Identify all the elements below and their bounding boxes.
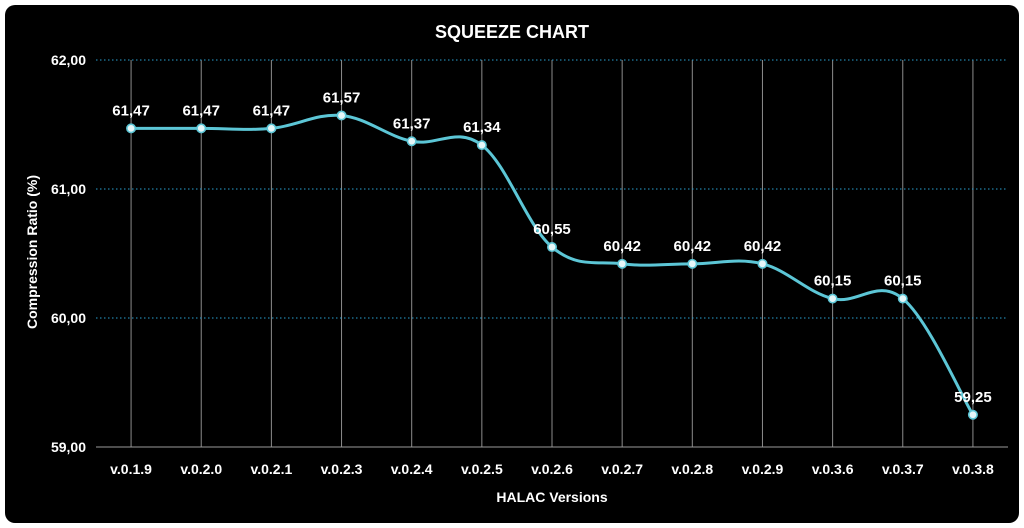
data-labels: 61,47 61,47 61,47 61,57 61,37 61,34 60,55 60,42… <box>112 89 991 405</box>
data-point <box>757 258 768 269</box>
data-point <box>196 123 207 134</box>
data-point <box>687 258 698 269</box>
data-point <box>476 140 487 151</box>
x-tick-label: v.0.2.9 <box>742 461 784 477</box>
data-label: 61,47 <box>182 102 220 119</box>
data-point <box>266 123 277 134</box>
data-label: 60,15 <box>814 273 852 290</box>
x-tick-label: v.0.3.7 <box>882 461 924 477</box>
data-point <box>546 242 557 253</box>
data-label: 61,47 <box>112 102 150 119</box>
x-tick-label: v.0.1.9 <box>110 461 152 477</box>
data-points <box>126 110 978 420</box>
x-tick-label: v.0.2.1 <box>250 461 292 477</box>
x-tick-label: v.0.2.6 <box>531 461 573 477</box>
data-point <box>336 110 347 121</box>
x-tick-label: v.0.3.6 <box>812 461 854 477</box>
x-axis-ticks: v.0.1.9 v.0.2.0 v.0.2.1 v.0.2.3 v.0.2.4 v.0.2… <box>110 461 994 477</box>
y-tick-label: 61,00 <box>51 181 86 197</box>
x-tick-label: v.0.2.0 <box>180 461 222 477</box>
chart-panel <box>5 5 1019 523</box>
data-label: 60,15 <box>884 273 922 290</box>
x-tick-label: v.0.2.5 <box>461 461 503 477</box>
data-point <box>827 293 838 304</box>
data-point <box>967 409 978 420</box>
data-label: 60,55 <box>533 221 571 238</box>
data-point <box>897 293 908 304</box>
data-label: 61,57 <box>323 89 361 106</box>
data-point <box>617 258 628 269</box>
y-tick-label: 59,00 <box>51 439 86 455</box>
data-point <box>406 136 417 147</box>
x-tick-label: v.0.3.8 <box>952 461 994 477</box>
y-tick-label: 62,00 <box>51 52 86 68</box>
x-tick-label: v.0.2.7 <box>601 461 643 477</box>
x-tick-label: v.0.2.8 <box>671 461 713 477</box>
x-tick-label: v.0.2.3 <box>321 461 363 477</box>
chart-title: SQUEEZE CHART <box>435 22 589 42</box>
data-label: 60,42 <box>674 238 712 255</box>
data-label: 61,47 <box>253 102 291 119</box>
grid-layer <box>96 59 1008 448</box>
data-label: 59,25 <box>954 389 992 406</box>
x-axis-label: HALAC Versions <box>496 489 607 505</box>
y-axis-label: Compression Ratio (%) <box>24 175 40 329</box>
y-tick-label: 60,00 <box>51 310 86 326</box>
data-label: 61,34 <box>463 119 501 136</box>
data-label: 60,42 <box>744 238 782 255</box>
data-label: 60,42 <box>603 238 641 255</box>
data-label: 61,37 <box>393 115 431 132</box>
y-axis-ticks: 59,00 60,00 61,00 62,00 <box>51 52 86 455</box>
x-tick-label: v.0.2.4 <box>391 461 433 477</box>
data-point <box>126 123 137 134</box>
